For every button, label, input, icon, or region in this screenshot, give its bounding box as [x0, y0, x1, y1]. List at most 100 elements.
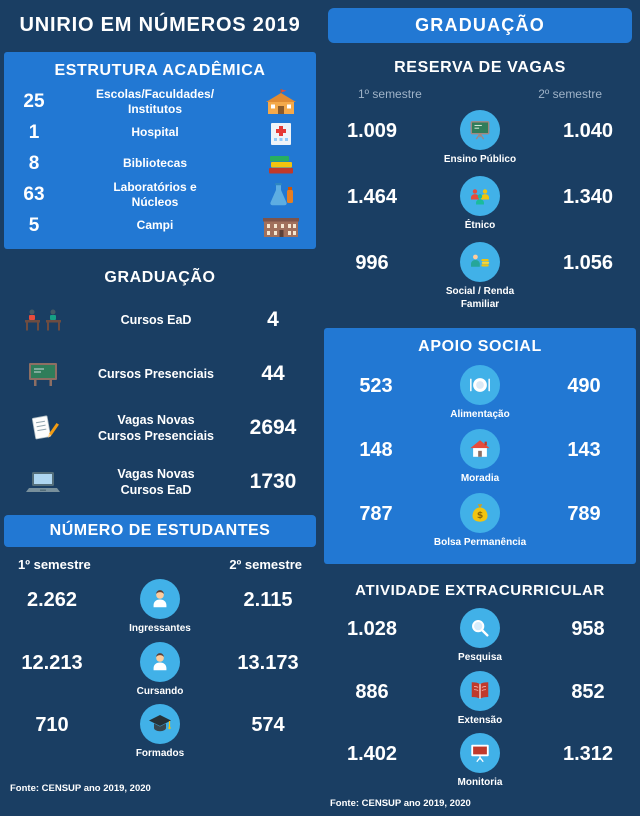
stat-value: 63	[23, 183, 45, 205]
section-reserva-de-vagas: RESERVA DE VAGAS 1º semestre 2º semestre…	[320, 49, 640, 322]
stat-value: 2694	[249, 416, 297, 439]
section-numero-de-estudantes: NÚMERO DE ESTUDANTES 1º semestre 2º seme…	[0, 513, 320, 778]
monitoria-icon	[460, 733, 500, 773]
stat-value: 5	[28, 214, 40, 236]
stat-value-sem2: 2.115	[243, 589, 293, 611]
stat-label: Monitoria	[457, 777, 503, 788]
stat-label: Social / Renda Familiar	[445, 286, 515, 310]
stat-label: Vagas Novas Cursos EaD	[117, 466, 195, 497]
student-icon	[140, 641, 180, 682]
stat-value-sem2: 143	[567, 439, 601, 461]
stat-value: 1	[28, 121, 40, 143]
estrutura-row: 1 Hospital	[8, 117, 312, 148]
pesquisa-icon	[460, 608, 500, 648]
stat-label: Campi	[136, 218, 174, 232]
stat-value-sem1: 148	[359, 439, 393, 461]
stat-label: Pesquisa	[458, 652, 502, 663]
hospital-icon	[250, 120, 312, 146]
stat-value-sem2: 1.056	[562, 252, 614, 274]
atividade-row: 1.402 Monitoria 1.312	[320, 730, 640, 793]
reserva-row: 996 Social / Renda Familiar 1.056	[320, 239, 640, 314]
sem1-header: 1º semestre	[358, 87, 422, 101]
stat-value: 8	[28, 152, 40, 174]
sem2-header: 2º semestre	[229, 557, 302, 572]
source-note: Fonte: CENSUP ano 2019, 2020	[10, 783, 151, 794]
sem2-header: 2º semestre	[538, 87, 602, 101]
stat-label: Étnico	[464, 220, 496, 231]
stat-label: Hospital	[131, 125, 179, 139]
social-renda-icon	[460, 242, 500, 282]
books-icon	[250, 152, 312, 176]
sem1-header: 1º semestre	[18, 557, 91, 572]
section-title: APOIO SOCIAL	[418, 338, 542, 355]
section-title: ESTRUTURA ACADÊMICA	[54, 62, 266, 79]
left-column: UNIRIO EM NÚMEROS 2019 ESTRUTURA ACADÊMI…	[0, 0, 320, 801]
section-title: RESERVA DE VAGAS	[394, 59, 566, 76]
atividade-row: 886 Extensão 852	[320, 668, 640, 731]
student-icon	[140, 579, 180, 619]
stat-label: Cursos Presenciais	[97, 366, 215, 381]
graduacao-row: Vagas Novas Cursos EaD 1730	[0, 455, 320, 509]
right-column-title: GRADUAÇÃO	[328, 8, 632, 43]
stat-value-sem1: 523	[359, 375, 393, 397]
stat-label: Ingressantes	[129, 623, 191, 634]
stat-value-sem1: 12.213	[21, 651, 83, 674]
apoio-row: 523 Alimentação 490	[324, 362, 636, 426]
estrutura-row: 8 Bibliotecas	[8, 148, 312, 179]
section-atividade-extracurricular: ATIVIDADE EXTRACURRICULAR 1.028 Pesquisa…	[320, 570, 640, 816]
school-icon	[250, 88, 312, 115]
estrutura-row: 25 Escolas/Faculdades/ Institutos	[8, 86, 312, 117]
stat-label: Cursos EaD	[120, 312, 192, 327]
right-column: GRADUAÇÃO RESERVA DE VAGAS 1º semestre 2…	[320, 0, 640, 809]
stat-label: Laboratórios e Núcleos	[113, 179, 197, 209]
chalkboard-icon	[8, 361, 78, 387]
stat-value-sem2: 490	[567, 375, 601, 397]
semester-headers: 1º semestre 2º semestre	[320, 83, 640, 107]
stat-label: Formados	[135, 748, 185, 759]
stat-value: 1730	[249, 470, 297, 493]
section-apoio-social: APOIO SOCIAL 523 Alimentação 490	[324, 328, 636, 564]
stat-value-sem1: 787	[359, 503, 393, 525]
reserva-row: 1.009 Ensino Público 1.040	[320, 107, 640, 173]
stat-value-sem2: 1.340	[562, 186, 614, 208]
reserva-row: 1.464 Étnico 1.340	[320, 173, 640, 239]
lab-icon	[250, 182, 312, 208]
stat-value-sem1: 2.262	[26, 589, 78, 611]
estudantes-row: 2.262 Ingressantes 2.115	[0, 576, 320, 639]
estrutura-row: 5 Campi	[8, 210, 312, 241]
stat-value-sem2: 574	[251, 714, 285, 736]
graduacao-row: Vagas Novas Cursos Presenciais 2694	[0, 401, 320, 455]
graduacao-row: Cursos EaD 4	[0, 293, 320, 347]
stat-value-sem1: 710	[35, 714, 69, 736]
svg-text:$: $	[477, 510, 483, 521]
stat-value-sem1: 1.464	[346, 186, 398, 208]
stat-value-sem1: 1.028	[346, 618, 398, 640]
section-title: NÚMERO DE ESTUDANTES	[4, 515, 316, 547]
source-note: Fonte: CENSUP ano 2019, 2020	[330, 797, 471, 809]
stat-label: Vagas Novas Cursos Presenciais	[97, 412, 215, 443]
bolsa-permanencia-icon: $	[460, 493, 500, 533]
stat-value: 25	[23, 90, 45, 112]
apoio-row: 148 Moradia 143	[324, 426, 636, 490]
stat-value: 4	[267, 308, 279, 331]
section-title: GRADUAÇÃO	[104, 269, 216, 286]
stat-label: Bolsa Permanência	[433, 537, 527, 548]
estrutura-row: 63 Laboratórios e Núcleos	[8, 179, 312, 210]
stat-label: Ensino Público	[443, 154, 517, 165]
etnico-icon	[460, 176, 500, 216]
graduacao-row: Cursos Presenciais 44	[0, 347, 320, 401]
stat-value-sem1: 1.009	[346, 120, 398, 142]
desks-icon	[8, 308, 78, 332]
stat-label: Escolas/Faculdades/ Institutos	[95, 86, 215, 116]
page-title: UNIRIO EM NÚMEROS 2019	[19, 13, 301, 36]
apoio-row: 787 $ Bolsa Permanência 789	[324, 490, 636, 554]
stat-value-sem2: 13.173	[237, 651, 299, 674]
estudantes-row: 12.213 Cursando 13.173	[0, 639, 320, 702]
stat-label: Extensão	[457, 714, 503, 726]
notebook-icon	[8, 414, 78, 442]
stat-label: Moradia	[460, 473, 500, 484]
stat-value-sem2: 789	[567, 503, 601, 525]
stat-value-sem2: 1.040	[562, 120, 614, 142]
stat-value-sem2: 852	[571, 680, 605, 703]
